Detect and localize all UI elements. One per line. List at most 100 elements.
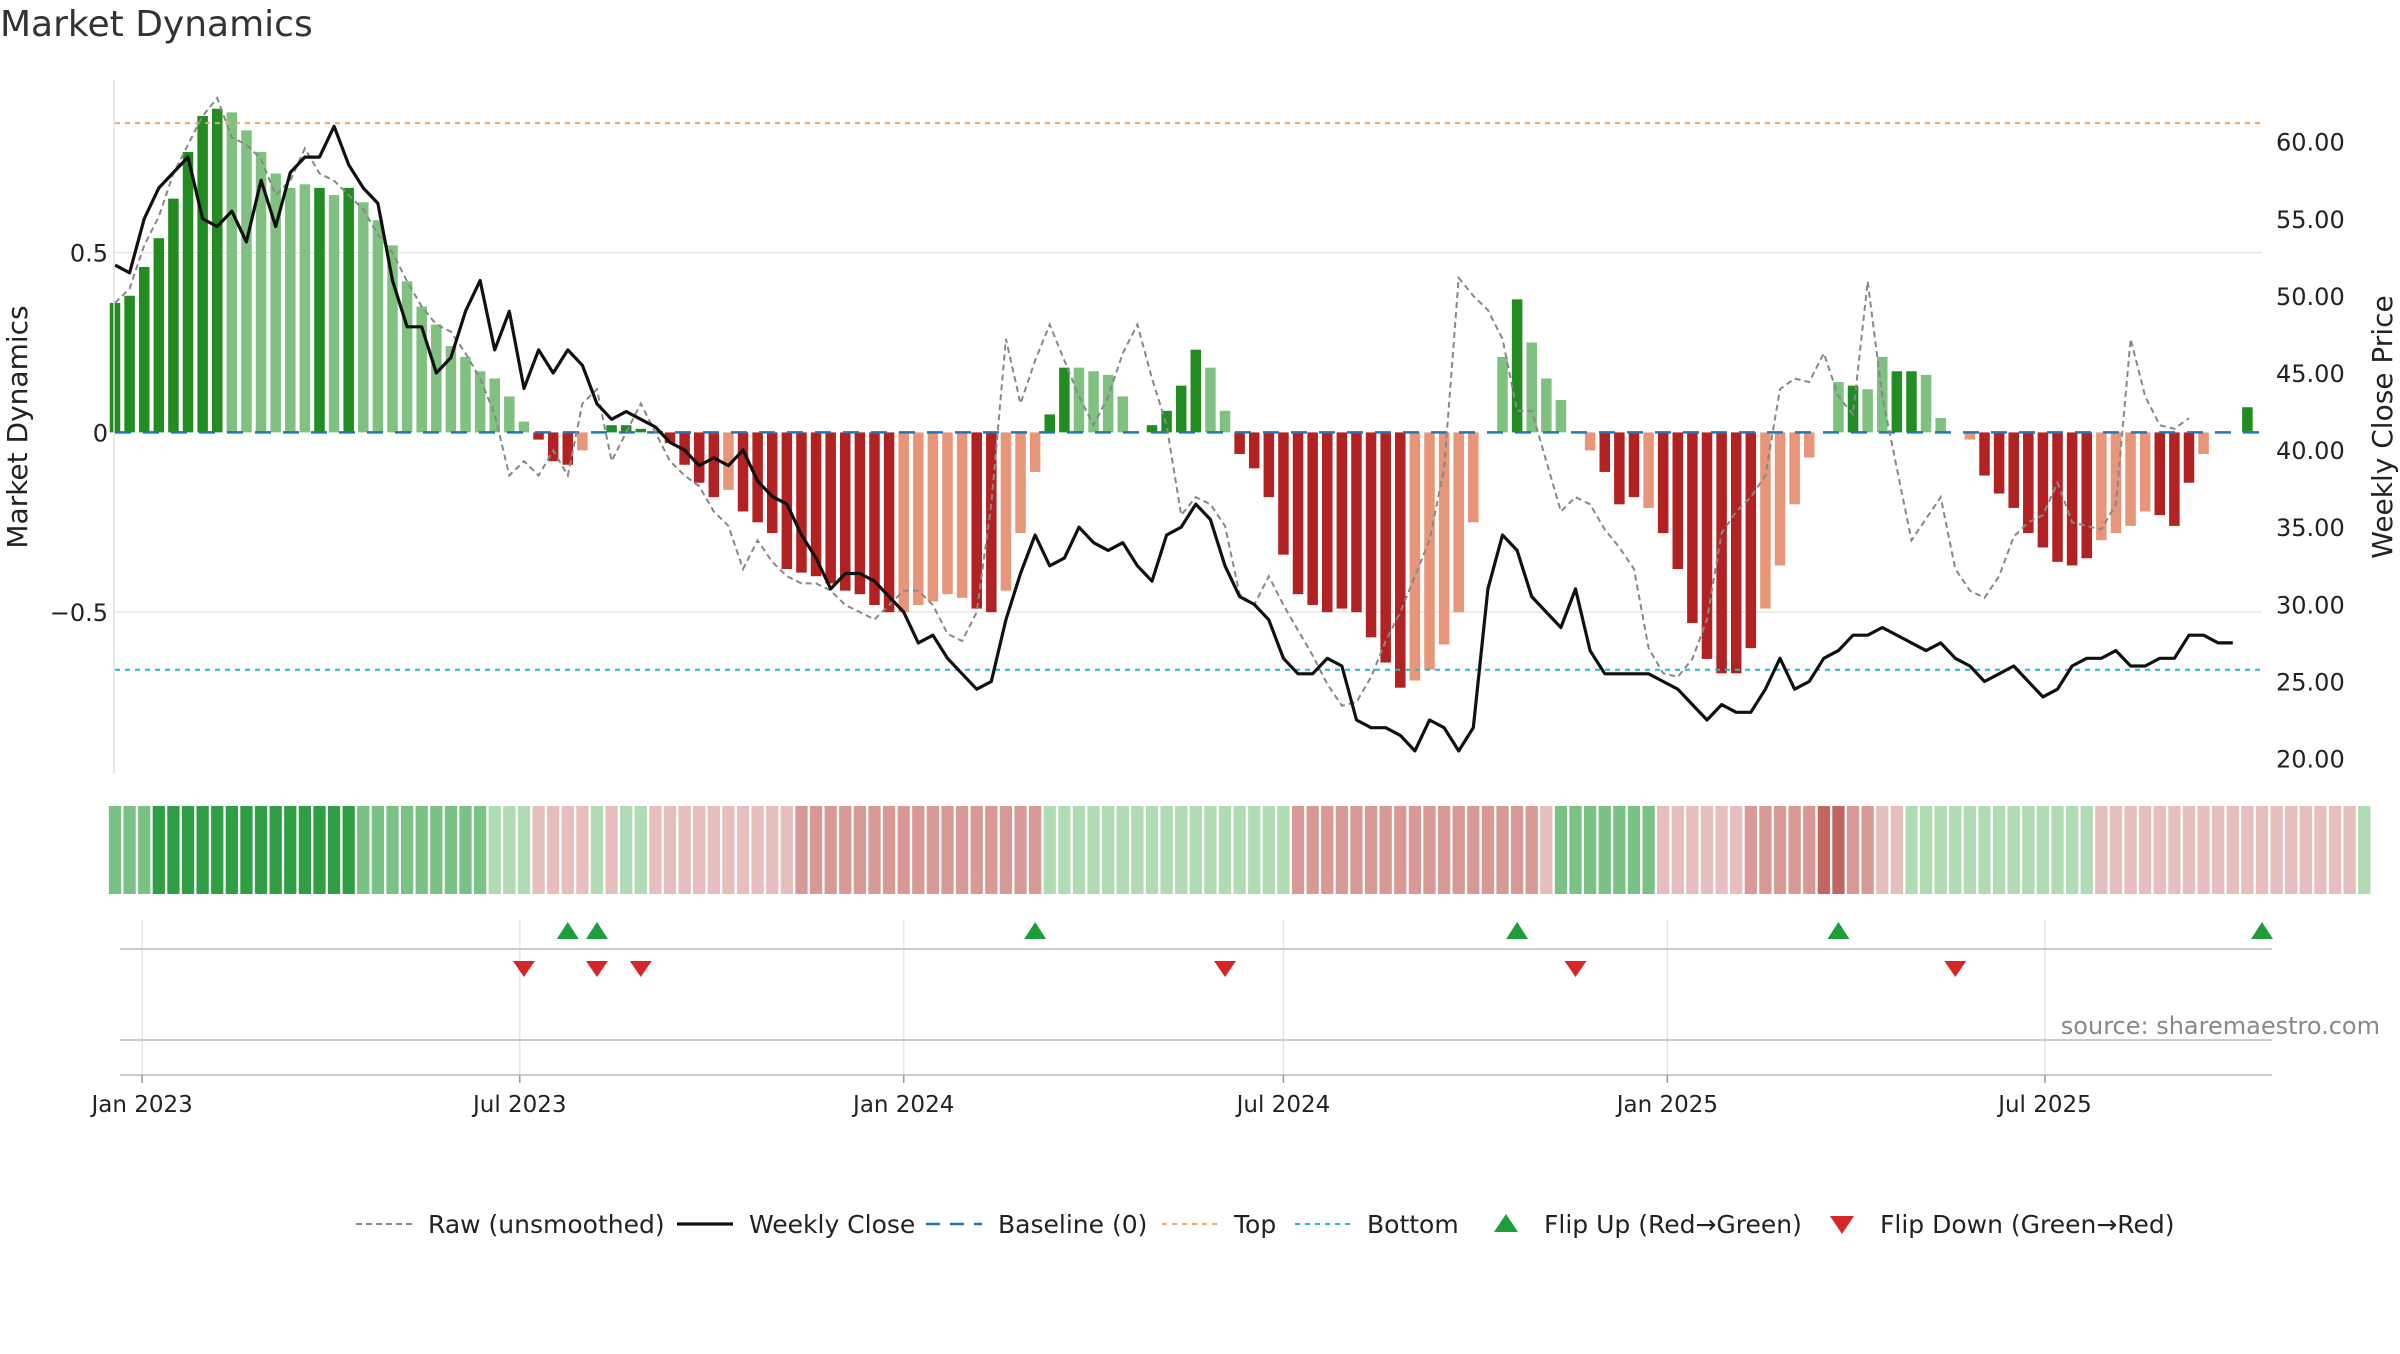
regime-cell bbox=[1715, 806, 1728, 894]
regime-cell bbox=[1569, 806, 1582, 894]
momentum-bar bbox=[2023, 432, 2034, 534]
regime-cell bbox=[1467, 806, 1480, 894]
flip-up-marker bbox=[1827, 922, 1850, 939]
regime-cell bbox=[590, 806, 604, 894]
flip-markers bbox=[120, 922, 2273, 1041]
regime-cell bbox=[196, 806, 209, 894]
momentum-bar bbox=[1190, 349, 1202, 433]
momentum-bar bbox=[299, 184, 311, 433]
regime-cell bbox=[970, 806, 983, 894]
flip-up-marker bbox=[585, 922, 608, 939]
regime-cell bbox=[1029, 806, 1042, 894]
momentum-bar bbox=[460, 356, 471, 433]
momentum-bar bbox=[1745, 432, 1757, 649]
y2-tick-label: 35.00 bbox=[2276, 514, 2345, 542]
momentum-bar bbox=[372, 220, 384, 433]
regime-cell bbox=[795, 806, 808, 894]
regime-cell bbox=[926, 806, 940, 894]
momentum-bar bbox=[241, 130, 252, 433]
momentum-bar bbox=[518, 421, 530, 433]
momentum-bar bbox=[1263, 432, 1275, 498]
y2-tick-label: 45.00 bbox=[2276, 360, 2345, 388]
regime-cell bbox=[313, 806, 326, 894]
regime-cell bbox=[1584, 806, 1597, 894]
regime-cell bbox=[1657, 806, 1670, 894]
momentum-bar bbox=[328, 195, 340, 433]
momentum-bar bbox=[1716, 432, 1727, 674]
regime-cell bbox=[2358, 806, 2371, 894]
momentum-bar bbox=[956, 432, 968, 598]
flip-down-marker bbox=[1564, 961, 1587, 977]
momentum-bar bbox=[781, 432, 793, 570]
regime-cell bbox=[780, 806, 793, 894]
regime-cell bbox=[1262, 806, 1275, 894]
regime-cell bbox=[488, 806, 501, 894]
momentum-bar bbox=[1993, 432, 2005, 494]
momentum-bar bbox=[1102, 374, 1114, 433]
y2-axis-label: Weekly Close Price bbox=[2366, 295, 2399, 558]
legend-label-top: Top bbox=[1233, 1210, 1276, 1239]
chart-title: Market Dynamics bbox=[0, 4, 313, 45]
regime-cell bbox=[2153, 806, 2166, 894]
momentum-bar bbox=[1059, 367, 1070, 433]
regime-strip bbox=[108, 806, 2371, 894]
momentum-bar bbox=[226, 112, 238, 433]
regime-cell bbox=[138, 806, 151, 894]
momentum-bar bbox=[2008, 432, 2019, 508]
momentum-bar bbox=[2066, 432, 2078, 566]
regime-cell bbox=[2212, 806, 2225, 894]
regime-cell bbox=[371, 806, 385, 894]
regime-cell bbox=[955, 806, 969, 894]
regime-cell bbox=[576, 806, 589, 894]
regime-cell bbox=[1233, 806, 1246, 894]
momentum-bar bbox=[1438, 432, 1450, 645]
regime-cell bbox=[999, 806, 1013, 894]
regime-cell bbox=[824, 806, 837, 894]
regime-cell bbox=[284, 806, 297, 894]
gridlines bbox=[115, 251, 2262, 1080]
momentum-bar bbox=[285, 187, 296, 433]
x-tick-label: Jul 2025 bbox=[1996, 1092, 2092, 1118]
momentum-bar bbox=[2081, 432, 2092, 559]
regime-cell bbox=[1102, 806, 1115, 894]
momentum-bar bbox=[1657, 432, 1669, 534]
momentum-bar bbox=[1351, 432, 1362, 613]
momentum-bar bbox=[562, 432, 574, 465]
regime-cell bbox=[1481, 806, 1495, 894]
regime-cell bbox=[1350, 806, 1363, 894]
momentum-bar bbox=[1774, 432, 1786, 566]
regime-cell bbox=[1803, 806, 1816, 894]
momentum-bar bbox=[766, 432, 778, 534]
regime-cell bbox=[1072, 806, 1086, 894]
regime-cell bbox=[1919, 806, 1933, 894]
legend-label-close: Weekly Close bbox=[749, 1210, 915, 1239]
regime-cell bbox=[1160, 806, 1173, 894]
momentum-bar bbox=[1628, 432, 1640, 498]
regime-cell bbox=[707, 806, 720, 894]
regime-cell bbox=[1408, 806, 1422, 894]
regime-cell bbox=[1145, 806, 1159, 894]
regime-cell bbox=[2139, 806, 2152, 894]
momentum-bar bbox=[913, 432, 924, 605]
momentum-bar bbox=[723, 432, 734, 490]
regime-cell bbox=[1963, 806, 1977, 894]
regime-cell bbox=[1686, 806, 1699, 894]
regime-cell bbox=[357, 806, 370, 894]
regime-cell bbox=[912, 806, 925, 894]
regime-cell bbox=[1744, 806, 1757, 894]
flip-down-marker bbox=[629, 961, 652, 977]
regime-cell bbox=[1540, 806, 1553, 894]
momentum-bar bbox=[168, 198, 179, 433]
regime-cell bbox=[1189, 806, 1202, 894]
momentum-bar bbox=[1248, 432, 1260, 469]
regime-cell bbox=[1773, 806, 1787, 894]
regime-cell bbox=[1306, 806, 1319, 894]
regime-cell bbox=[751, 806, 764, 894]
regime-cell bbox=[2065, 806, 2079, 894]
legend-label-baseline: Baseline (0) bbox=[998, 1210, 1147, 1239]
momentum-bar bbox=[1526, 342, 1537, 433]
regime-cell bbox=[766, 806, 779, 894]
legend: Raw (unsmoothed) Weekly Close Baseline (0)… bbox=[356, 1210, 2175, 1239]
momentum-bar bbox=[109, 302, 121, 433]
momentum-bar bbox=[796, 432, 807, 573]
